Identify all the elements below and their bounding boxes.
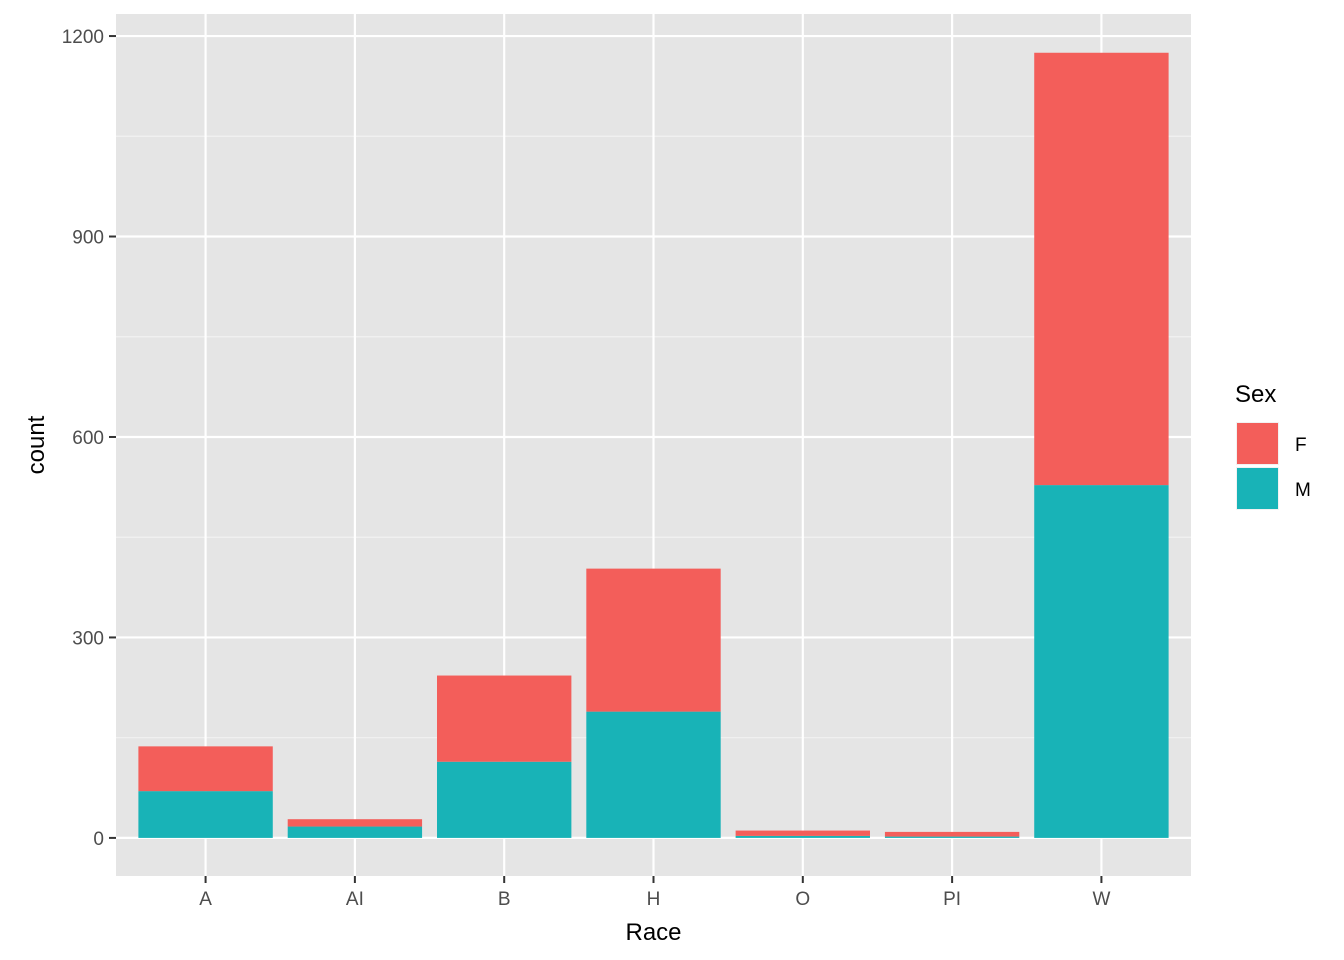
x-tick-label: O	[795, 889, 810, 910]
x-tick-label: AI	[346, 889, 364, 910]
legend: Sex F M	[1235, 381, 1311, 510]
legend-label-M: M	[1295, 480, 1311, 501]
bar-W-M	[1034, 485, 1169, 838]
x-axis: A AI B H O PI W	[199, 876, 1110, 910]
x-axis-title: Race	[625, 919, 681, 946]
bar-A-F	[138, 746, 273, 792]
bars	[138, 52, 1169, 838]
y-axis: 0 300 600 900 1200	[62, 27, 116, 850]
x-tick-label: W	[1092, 889, 1110, 910]
bar-H-F	[586, 568, 721, 712]
bar-A-M	[138, 791, 273, 838]
bar-B-F	[437, 675, 572, 762]
bar-AI-F	[287, 819, 423, 827]
bar-AI-M	[287, 826, 423, 838]
y-tick-label: 300	[72, 628, 104, 649]
bar-W-F	[1034, 52, 1169, 486]
bar-O-F	[735, 830, 870, 836]
legend-label-F: F	[1295, 435, 1307, 456]
x-tick-label: H	[647, 889, 661, 910]
bar-PI-M	[884, 836, 1020, 838]
bar-PI-F	[884, 831, 1020, 837]
bar-B-M	[437, 761, 572, 838]
x-tick-label: A	[199, 889, 212, 910]
legend-title: Sex	[1235, 381, 1276, 408]
legend-swatch-F	[1237, 423, 1278, 464]
bar-O-M	[735, 835, 870, 838]
y-tick-label: 1200	[62, 27, 104, 48]
y-tick-label: 900	[72, 228, 104, 249]
y-tick-label: 600	[72, 428, 104, 449]
bar-H-M	[586, 711, 721, 838]
legend-swatch-M	[1237, 468, 1278, 509]
x-tick-label: PI	[943, 889, 961, 910]
y-tick-label: 0	[93, 829, 104, 850]
x-tick-label: B	[498, 889, 511, 910]
y-axis-title: count	[23, 415, 50, 474]
